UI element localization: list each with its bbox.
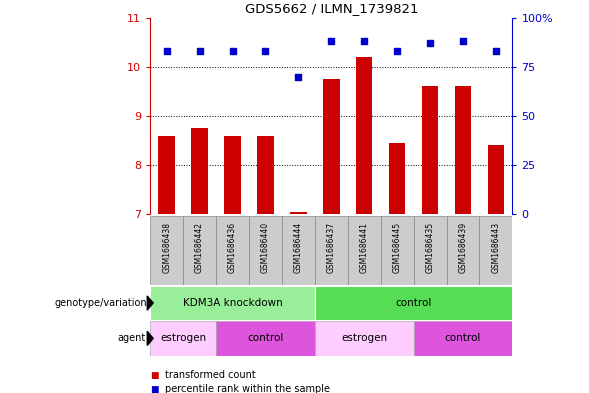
Bar — [150, 321, 216, 356]
Text: GSM1686444: GSM1686444 — [294, 222, 303, 273]
Point — [392, 48, 402, 54]
Bar — [224, 136, 241, 214]
Bar — [257, 136, 274, 214]
Polygon shape — [147, 296, 153, 310]
Point — [162, 48, 171, 54]
Bar — [446, 216, 479, 285]
Text: GSM1686442: GSM1686442 — [195, 222, 204, 273]
Text: GSM1686437: GSM1686437 — [327, 222, 336, 273]
Text: genotype/variation: genotype/variation — [55, 298, 147, 308]
Text: control: control — [445, 333, 481, 343]
Point — [359, 38, 369, 44]
Point — [491, 48, 501, 54]
Bar — [158, 136, 175, 214]
Bar — [479, 216, 512, 285]
Bar — [191, 128, 208, 214]
Bar — [348, 216, 380, 285]
Bar — [150, 286, 315, 320]
Bar — [315, 216, 348, 285]
Bar — [150, 216, 183, 285]
Text: GSM1686440: GSM1686440 — [261, 222, 270, 273]
Text: GSM1686445: GSM1686445 — [393, 222, 402, 273]
Text: GSM1686439: GSM1686439 — [458, 222, 468, 273]
Text: GSM1686435: GSM1686435 — [426, 222, 435, 273]
Point — [294, 73, 303, 80]
Text: KDM3A knockdown: KDM3A knockdown — [183, 298, 282, 308]
Bar — [216, 216, 249, 285]
Bar — [455, 86, 471, 214]
Text: GSM1686438: GSM1686438 — [162, 222, 171, 273]
Bar — [315, 286, 512, 320]
Bar — [389, 143, 405, 214]
Bar — [356, 57, 372, 214]
Bar — [183, 216, 216, 285]
Text: GSM1686443: GSM1686443 — [491, 222, 501, 273]
Bar — [413, 321, 512, 356]
Point — [326, 38, 336, 44]
Text: estrogen: estrogen — [341, 333, 388, 343]
Text: control: control — [247, 333, 284, 343]
Bar — [422, 86, 438, 214]
Point — [425, 40, 435, 46]
Bar — [323, 79, 339, 214]
Bar — [282, 216, 315, 285]
Text: control: control — [395, 298, 432, 308]
Bar — [413, 216, 446, 285]
Text: percentile rank within the sample: percentile rank within the sample — [165, 384, 330, 393]
Text: estrogen: estrogen — [160, 333, 206, 343]
Title: GDS5662 / ILMN_1739821: GDS5662 / ILMN_1739821 — [244, 2, 418, 15]
Bar — [315, 321, 413, 356]
Text: ■: ■ — [150, 371, 158, 380]
Text: GSM1686441: GSM1686441 — [360, 222, 369, 273]
Bar — [380, 216, 413, 285]
Text: agent: agent — [117, 333, 145, 343]
Text: GSM1686436: GSM1686436 — [228, 222, 237, 273]
Point — [261, 48, 270, 54]
Bar — [290, 212, 307, 214]
Polygon shape — [147, 331, 153, 345]
Bar — [216, 321, 315, 356]
Text: transformed count: transformed count — [165, 370, 256, 380]
Point — [228, 48, 237, 54]
Bar — [488, 145, 504, 214]
Point — [195, 48, 204, 54]
Text: ■: ■ — [150, 385, 158, 393]
Bar — [249, 216, 282, 285]
Point — [458, 38, 468, 44]
